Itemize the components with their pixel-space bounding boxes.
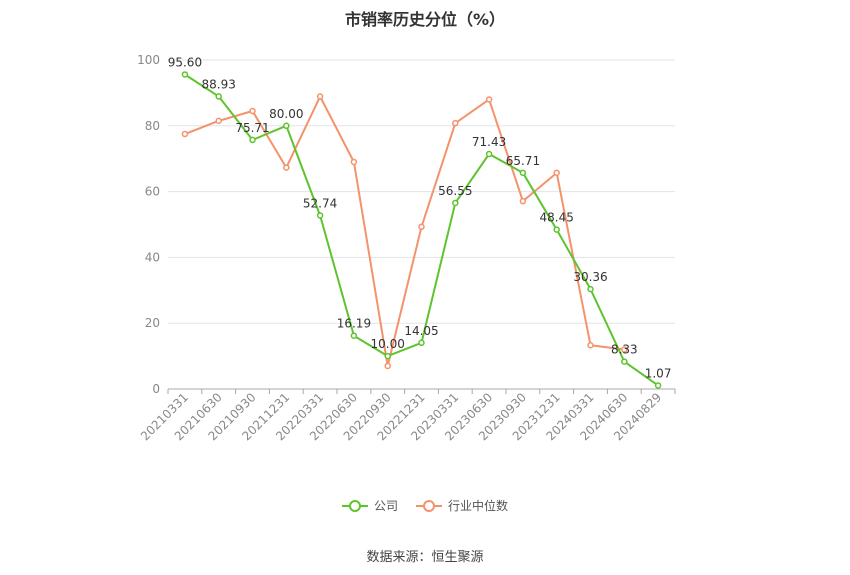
data-point-industry-median-20220930 — [384, 362, 391, 370]
data-label-company-20231231: 48.45 — [540, 211, 574, 225]
data-point-industry-median-20230930 — [519, 197, 527, 205]
data-point-industry-median-20210331 — [181, 130, 189, 138]
grid-layer — [168, 59, 675, 324]
chart-title: 市销率历史分位（%） — [344, 10, 506, 29]
legend-marker-company — [341, 499, 368, 512]
data-label-company-20230331: 56.55 — [438, 184, 472, 198]
data-label-company-20210630: 88.93 — [202, 77, 236, 91]
data-point-company-20221231 — [418, 339, 425, 347]
data-point-company-20210930 — [249, 136, 256, 144]
axis-layer: 0204060801002021033120210630202109302021… — [137, 53, 676, 443]
data-label-company-20220930: 10.00 — [371, 337, 405, 351]
legend-marker-industry-median — [416, 499, 442, 512]
data-label-company-20230630: 71.43 — [472, 135, 506, 149]
y-tick-label-60: 60 — [145, 185, 160, 199]
y-tick-label-80: 80 — [145, 119, 160, 133]
legend-label-industry-median: 行业中位数 — [448, 499, 509, 513]
y-tick-label-20: 20 — [145, 316, 160, 330]
data-point-industry-median-20221231 — [418, 223, 425, 231]
y-tick-label-40: 40 — [145, 250, 160, 264]
data-point-industry-median-20220630 — [350, 158, 358, 166]
data-point-company-20220930 — [384, 352, 391, 360]
data-label-company-20240630: 8.33 — [611, 343, 638, 357]
data-label-company-20240829: 1.07 — [645, 366, 672, 380]
data-point-company-20211231 — [283, 122, 290, 130]
legend: 公司 行业中位数 — [0, 497, 850, 514]
series-line-industry-median — [184, 95, 625, 367]
data-point-industry-median-20230630 — [485, 96, 493, 103]
data-point-industry-median-20210930 — [249, 107, 256, 115]
data-point-company-20240331 — [587, 285, 594, 293]
data-point-company-20231231 — [553, 226, 560, 233]
data-point-industry-median-20240331 — [587, 341, 594, 349]
data-label-company-20230930: 65.71 — [506, 154, 540, 168]
data-point-company-20210331 — [181, 71, 189, 78]
data-label-company-20210930: 75.71 — [235, 121, 269, 135]
data-point-company-20220630 — [350, 332, 358, 339]
data-point-industry-median-20231231 — [553, 169, 560, 177]
data-point-industry-median-20230331 — [452, 119, 459, 127]
data-point-company-20230930 — [519, 169, 527, 177]
source-note: 数据来源：恒生聚源 — [366, 550, 484, 565]
data-point-company-20230630 — [485, 150, 493, 158]
data-label-company-20240331: 30.36 — [573, 270, 607, 284]
data-point-company-20230331 — [452, 199, 459, 207]
data-point-industry-median-20211231 — [283, 164, 290, 171]
data-point-company-20240829 — [654, 382, 662, 389]
data-point-company-20210630 — [215, 93, 222, 100]
data-point-industry-median-20240630 — [621, 346, 628, 353]
data-point-industry-median-20220331 — [316, 93, 324, 100]
data-label-company-20220331: 52.74 — [303, 196, 337, 210]
data-point-company-20240630 — [621, 358, 628, 365]
legend-item-company[interactable]: 公司 — [341, 497, 398, 514]
legend-label-company: 公司 — [373, 499, 398, 513]
data-label-company-20210331: 95.60 — [168, 55, 202, 69]
data-point-company-20220331 — [316, 212, 324, 219]
data-label-company-20211231: 80.00 — [269, 107, 303, 121]
y-tick-label-0: 0 — [152, 382, 160, 396]
legend-item-industry-median[interactable]: 行业中位数 — [416, 497, 508, 514]
data-point-industry-median-20210630 — [215, 117, 222, 125]
data-label-company-20220630: 16.19 — [337, 317, 371, 331]
series-layer — [181, 71, 662, 389]
y-tick-label-100: 100 — [137, 53, 160, 67]
data-label-company-20221231: 14.05 — [404, 324, 438, 338]
